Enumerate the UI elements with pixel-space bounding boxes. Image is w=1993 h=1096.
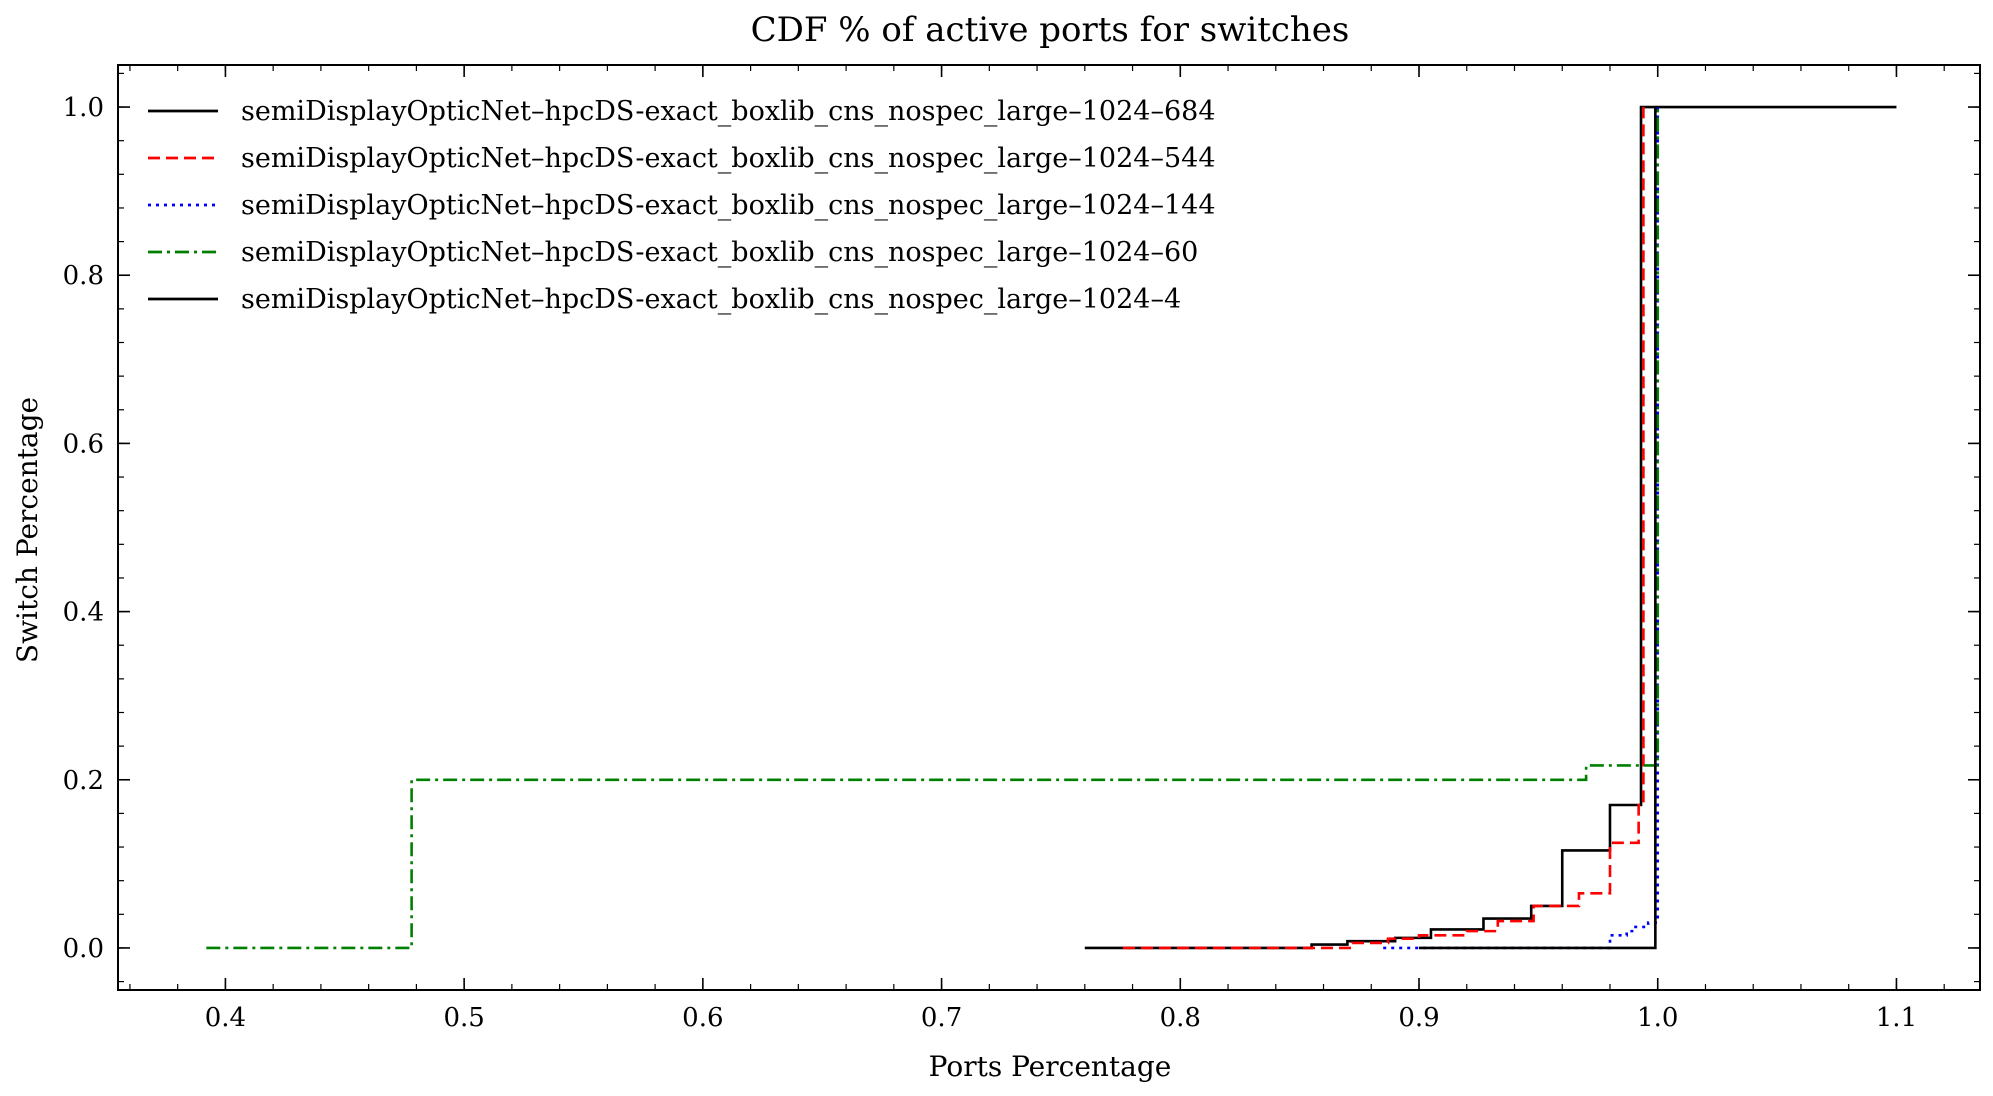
legend-label-1: semiDisplayOpticNet–hpcDS-exact_boxlib_c… [241,96,1216,127]
y-axis-label: Switch Percentage [11,397,44,663]
series-line-5 [1419,107,1657,950]
x-axis-label: Ports Percentage [929,1050,1172,1083]
y-tick-label: 0.0 [63,934,104,964]
x-tick-label: 1.1 [1876,1003,1917,1033]
x-tick-label: 0.5 [443,1003,484,1033]
series-line-1 [1084,105,1897,950]
plot-frame [117,64,1981,991]
chart-title: CDF % of active ports for switches [751,10,1350,50]
series-line-2 [1123,107,1645,950]
x-tick-label: 0.9 [1398,1003,1439,1033]
axis-tick-labels: 0.4 0.5 0.6 0.7 0.8 0.9 1.0 1.1 0.0 0.2 0.4 0.6 0.8 1… [63,93,1917,1033]
y-tick-label: 1.0 [63,93,104,123]
legend-label-5: semiDisplayOpticNet–hpcDS-exact_boxlib_c… [241,284,1181,315]
x-tick-label: 0.8 [1160,1003,1201,1033]
series-lines [206,105,1897,950]
legend-label-3: semiDisplayOpticNet–hpcDS-exact_boxlib_c… [241,190,1216,221]
y-tick-label: 0.2 [63,766,104,796]
x-tick-label: 1.0 [1637,1003,1678,1033]
y-tick-label: 0.8 [63,261,104,291]
legend: semiDisplayOpticNet–hpcDS-exact_boxlib_c… [148,96,1216,315]
x-tick-label: 0.6 [682,1003,723,1033]
y-tick-label: 0.6 [63,429,104,459]
x-tick-label: 0.7 [921,1003,962,1033]
y-tick-label: 0.4 [63,598,104,628]
legend-label-2: semiDisplayOpticNet–hpcDS-exact_boxlib_c… [241,143,1216,174]
legend-label-4: semiDisplayOpticNet–hpcDS-exact_boxlib_c… [241,237,1198,268]
x-tick-label: 0.4 [205,1003,246,1033]
